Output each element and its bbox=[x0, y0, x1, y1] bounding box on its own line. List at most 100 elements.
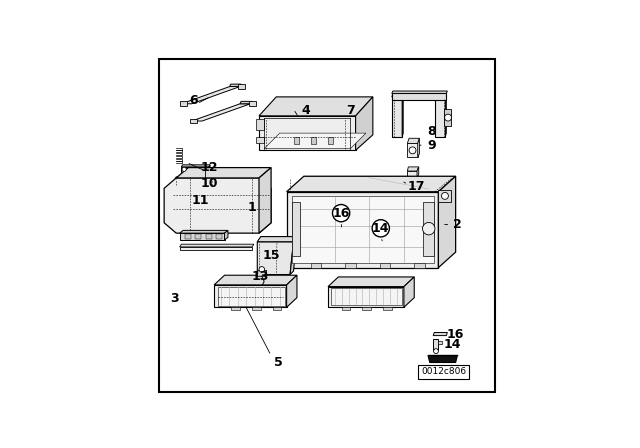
Polygon shape bbox=[287, 192, 438, 267]
Polygon shape bbox=[433, 332, 447, 336]
Polygon shape bbox=[292, 202, 300, 255]
Polygon shape bbox=[392, 97, 402, 137]
Circle shape bbox=[442, 193, 449, 199]
Polygon shape bbox=[176, 168, 271, 178]
Polygon shape bbox=[209, 165, 210, 172]
Polygon shape bbox=[257, 242, 294, 275]
Polygon shape bbox=[435, 94, 446, 97]
Text: 9: 9 bbox=[427, 139, 436, 152]
Polygon shape bbox=[435, 97, 445, 137]
Polygon shape bbox=[392, 94, 446, 100]
Polygon shape bbox=[418, 138, 419, 157]
Polygon shape bbox=[175, 177, 216, 180]
Polygon shape bbox=[252, 306, 260, 310]
Circle shape bbox=[259, 267, 264, 272]
Polygon shape bbox=[362, 306, 371, 310]
Polygon shape bbox=[407, 167, 419, 171]
Polygon shape bbox=[383, 306, 392, 310]
Text: 14: 14 bbox=[372, 222, 390, 235]
Polygon shape bbox=[175, 180, 214, 185]
Text: 3: 3 bbox=[170, 292, 179, 305]
Polygon shape bbox=[240, 101, 252, 104]
Text: 10: 10 bbox=[200, 177, 218, 190]
Polygon shape bbox=[181, 86, 240, 104]
Polygon shape bbox=[392, 94, 403, 97]
Circle shape bbox=[409, 147, 416, 154]
Polygon shape bbox=[328, 287, 404, 307]
Polygon shape bbox=[287, 176, 456, 192]
Polygon shape bbox=[180, 233, 225, 240]
Polygon shape bbox=[328, 137, 333, 145]
Polygon shape bbox=[264, 133, 366, 149]
Polygon shape bbox=[332, 289, 402, 305]
Polygon shape bbox=[230, 84, 241, 86]
Text: 1: 1 bbox=[248, 201, 257, 214]
Polygon shape bbox=[195, 234, 202, 239]
Polygon shape bbox=[181, 165, 210, 167]
Polygon shape bbox=[311, 263, 321, 268]
Circle shape bbox=[372, 220, 389, 237]
Polygon shape bbox=[232, 306, 240, 310]
Polygon shape bbox=[392, 91, 447, 94]
Polygon shape bbox=[205, 234, 212, 239]
Polygon shape bbox=[259, 116, 356, 151]
Polygon shape bbox=[187, 168, 193, 171]
Polygon shape bbox=[438, 341, 442, 344]
Polygon shape bbox=[417, 167, 419, 178]
Polygon shape bbox=[402, 94, 403, 137]
Text: 11: 11 bbox=[191, 194, 209, 207]
Polygon shape bbox=[356, 97, 373, 151]
Polygon shape bbox=[164, 178, 271, 233]
Polygon shape bbox=[257, 271, 267, 276]
Text: 5: 5 bbox=[274, 356, 282, 369]
Polygon shape bbox=[180, 101, 187, 106]
Polygon shape bbox=[311, 137, 316, 145]
Circle shape bbox=[422, 223, 435, 235]
Polygon shape bbox=[380, 263, 390, 268]
Text: 8: 8 bbox=[427, 125, 436, 138]
Polygon shape bbox=[214, 285, 287, 307]
Polygon shape bbox=[255, 137, 264, 143]
Polygon shape bbox=[180, 230, 228, 233]
Polygon shape bbox=[292, 196, 435, 263]
Polygon shape bbox=[185, 234, 191, 239]
Polygon shape bbox=[259, 168, 271, 233]
Polygon shape bbox=[444, 109, 451, 126]
Circle shape bbox=[182, 167, 186, 172]
Polygon shape bbox=[428, 356, 458, 362]
Polygon shape bbox=[214, 177, 216, 185]
Polygon shape bbox=[438, 176, 456, 267]
Text: 12: 12 bbox=[200, 161, 218, 174]
Polygon shape bbox=[294, 137, 299, 145]
Polygon shape bbox=[345, 263, 356, 268]
Polygon shape bbox=[237, 84, 244, 89]
Text: 17: 17 bbox=[407, 180, 425, 193]
Text: 7: 7 bbox=[346, 104, 355, 117]
Text: 2: 2 bbox=[453, 218, 461, 231]
Polygon shape bbox=[181, 167, 209, 172]
Polygon shape bbox=[225, 230, 228, 240]
Polygon shape bbox=[259, 97, 373, 116]
Polygon shape bbox=[445, 94, 446, 137]
Text: 6: 6 bbox=[189, 94, 198, 107]
Polygon shape bbox=[404, 277, 414, 307]
Circle shape bbox=[333, 204, 349, 222]
Polygon shape bbox=[433, 339, 438, 350]
Polygon shape bbox=[255, 119, 264, 129]
Polygon shape bbox=[249, 101, 255, 106]
Text: 15: 15 bbox=[262, 249, 280, 262]
Polygon shape bbox=[342, 306, 351, 310]
Circle shape bbox=[445, 114, 451, 121]
Polygon shape bbox=[423, 202, 435, 255]
Text: 16: 16 bbox=[332, 207, 350, 220]
Polygon shape bbox=[407, 138, 419, 143]
Polygon shape bbox=[328, 277, 414, 287]
Polygon shape bbox=[192, 104, 250, 121]
Polygon shape bbox=[216, 234, 222, 239]
Polygon shape bbox=[218, 287, 285, 306]
Polygon shape bbox=[180, 244, 254, 247]
Polygon shape bbox=[195, 168, 200, 171]
Text: 4: 4 bbox=[301, 104, 310, 117]
Circle shape bbox=[433, 349, 438, 353]
Polygon shape bbox=[257, 237, 297, 242]
